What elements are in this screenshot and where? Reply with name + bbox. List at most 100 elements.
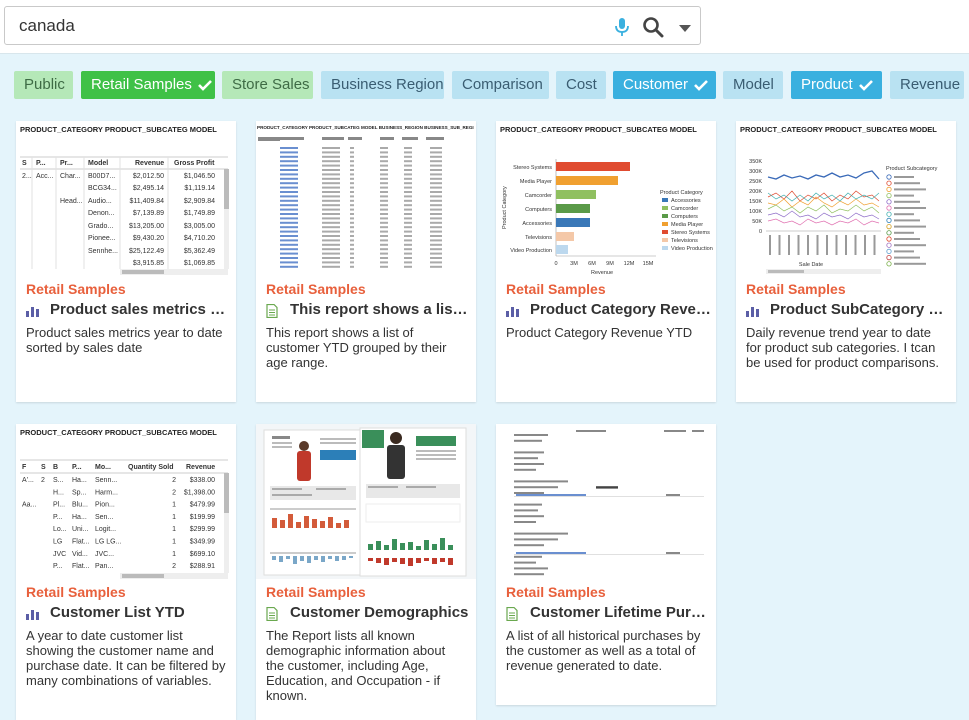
- thumb-mark: [280, 155, 298, 158]
- thumb-mark: [788, 235, 790, 255]
- report-card[interactable]: PRODUCT_CATEGORY PRODUCT_SUBCATEG MODEL …: [736, 121, 956, 402]
- thumb-mark: [514, 561, 536, 564]
- card-title-row: Customer Demographics: [266, 604, 471, 624]
- thumb-mark: [430, 164, 442, 167]
- thumb-cell: 1: [172, 551, 176, 558]
- chevron-down-icon[interactable]: [678, 21, 692, 39]
- thumb-mark: [280, 204, 298, 207]
- thumb-mark: [404, 186, 412, 189]
- thumb-mark: [886, 199, 892, 205]
- thumb-mark: [448, 545, 453, 550]
- svg-text:$25,122.49: $25,122.49: [129, 248, 164, 255]
- svg-text:$9,430.20: $9,430.20: [133, 235, 164, 242]
- thumb-mark: [322, 213, 340, 215]
- thumb-mark: [380, 235, 388, 237]
- svg-text:S: S: [41, 464, 46, 471]
- thumb-mark: [350, 252, 354, 255]
- search-box[interactable]: [4, 6, 701, 45]
- card-title[interactable]: Product sales metrics yea...: [50, 301, 232, 318]
- thumb-cell: Sp...: [72, 489, 86, 496]
- svg-text:Sennhe...: Sennhe...: [88, 248, 118, 255]
- svg-text:Quantity Sold: Quantity Sold: [128, 464, 174, 471]
- report-thumbnail: PRODUCT_CATEGORY PRODUCT_SUBCATEG MODEL …: [736, 121, 956, 276]
- report-card[interactable]: PRODUCT_CATEGORY PRODUCT_SUBCATEG MODEL …: [256, 121, 476, 402]
- thumb-mark: [384, 558, 389, 565]
- tag-public[interactable]: Public: [14, 71, 73, 99]
- tag-business-region[interactable]: Business Region: [321, 71, 444, 99]
- thumb-mark: [440, 558, 445, 562]
- thumb-mark: [350, 257, 354, 259]
- thumb-mark: [514, 538, 558, 541]
- report-card[interactable]: PRODUCT_CATEGORY PRODUCT_SUBCATEG MODEL …: [16, 424, 236, 720]
- search-icon[interactable]: [642, 16, 664, 43]
- thumb-mark: [894, 231, 914, 234]
- thumb-mark: [280, 257, 298, 259]
- svg-text:S: S: [22, 160, 27, 167]
- thumb-mark: [392, 558, 397, 562]
- svg-text:0: 0: [554, 261, 557, 267]
- thumb-cell: LG LG...: [95, 539, 122, 546]
- report-card[interactable]: PRODUCT_CATEGORY PRODUCT_SUBCATEG MODEL …: [496, 121, 716, 402]
- thumb-mark: [322, 169, 340, 171]
- card-title[interactable]: Product SubCategory Sal...: [770, 301, 952, 318]
- thumb-mark: [778, 235, 781, 255]
- thumb-mark: [404, 182, 412, 185]
- tag-cost[interactable]: Cost: [556, 71, 606, 99]
- thumb-mark: [322, 252, 340, 255]
- thumb-cell: 2: [172, 489, 176, 496]
- report-card[interactable]: Retail Samples Customer Lifetime Purch..…: [496, 424, 716, 705]
- svg-text:$1,119.14: $1,119.14: [184, 185, 215, 192]
- report-card[interactable]: Retail Samples Customer Demographics The…: [256, 424, 476, 720]
- thumb-mark: [322, 191, 340, 193]
- svg-text:Camcorder: Camcorder: [671, 206, 698, 212]
- report-card[interactable]: PRODUCT_CATEGORY PRODUCT_SUBCATEG MODEL …: [16, 121, 236, 402]
- tag-model[interactable]: Model: [723, 71, 783, 99]
- thumb-mark: [350, 199, 354, 202]
- thumb-cell: 1: [172, 502, 176, 509]
- thumb-cell: S...: [53, 477, 64, 484]
- thumb-cell: JVC: [53, 551, 66, 558]
- tag-store-sales[interactable]: Store Sales: [222, 71, 313, 99]
- card-title[interactable]: Product Category Revenu...: [530, 301, 712, 318]
- checkmark-icon: [694, 73, 708, 101]
- thumb-mark: [404, 208, 412, 211]
- thumb-mark: [404, 160, 412, 163]
- thumb-mark: [280, 235, 298, 237]
- thumb-mark: [514, 544, 544, 547]
- thumb-mark: [336, 523, 341, 528]
- thumb-mark: [280, 186, 298, 189]
- report-thumbnail: PRODUCT_CATEGORY PRODUCT_SUBCATEG MODEL …: [16, 424, 236, 579]
- tag-customer[interactable]: Customer: [613, 71, 716, 99]
- thumb-mark: [430, 261, 442, 264]
- card-title[interactable]: Customer List YTD: [50, 604, 185, 621]
- thumb-mark: [854, 235, 857, 255]
- thumb-cell: Pion...: [95, 502, 115, 509]
- card-source: Retail Samples: [26, 584, 126, 600]
- report-thumbnail: PRODUCT_CATEGORY PRODUCT_SUBCATEG MODEL …: [16, 121, 236, 276]
- card-title[interactable]: Customer Lifetime Purch...: [530, 604, 712, 621]
- tag-comparison[interactable]: Comparison: [452, 71, 549, 99]
- thumb-mark: [886, 211, 892, 217]
- thumb-cell: LG: [53, 539, 62, 546]
- thumb-mark: [280, 248, 298, 251]
- tag-product[interactable]: Product: [791, 71, 882, 99]
- thumb-mark: [376, 558, 381, 563]
- thumb-mark: [328, 556, 332, 559]
- svg-text:$2,495.14: $2,495.14: [133, 185, 164, 192]
- svg-text:Computers: Computers: [671, 214, 698, 220]
- thumb-mark: [692, 430, 704, 432]
- thumb-mark: [280, 160, 298, 163]
- search-input[interactable]: [17, 7, 607, 44]
- microphone-icon[interactable]: [613, 17, 631, 42]
- thumb-table: S P... Pr... Model Revenue Gross Profit …: [20, 156, 229, 275]
- thumb-mark: [350, 147, 354, 149]
- card-title[interactable]: This report shows a list of...: [290, 301, 472, 318]
- tag-revenue[interactable]: Revenue: [890, 71, 964, 99]
- thumb-mark: [894, 244, 926, 247]
- thumb-mark: [886, 224, 892, 230]
- tag-retail-samples[interactable]: Retail Samples: [81, 71, 215, 99]
- thumb-mark: [894, 262, 926, 265]
- thumb-mark: [432, 544, 437, 550]
- svg-text:$3,915.85: $3,915.85: [133, 260, 164, 267]
- card-title[interactable]: Customer Demographics: [290, 604, 469, 621]
